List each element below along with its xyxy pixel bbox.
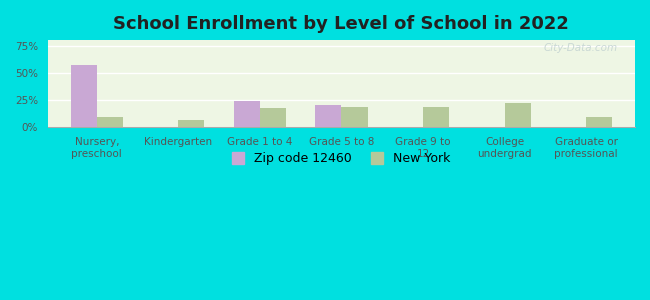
Bar [315, 106, 341, 127]
Bar [586, 118, 612, 127]
Text: City-Data.com: City-Data.com [543, 43, 618, 53]
Bar [260, 108, 286, 127]
Title: School Enrollment by Level of School in 2022: School Enrollment by Level of School in … [114, 15, 569, 33]
Bar [71, 65, 97, 127]
Bar [504, 103, 530, 127]
Bar [423, 106, 449, 127]
Bar [97, 118, 123, 127]
Bar [341, 106, 367, 127]
Legend: Zip code 12460, New York: Zip code 12460, New York [226, 146, 457, 172]
Bar [178, 120, 204, 127]
Bar [234, 101, 260, 127]
